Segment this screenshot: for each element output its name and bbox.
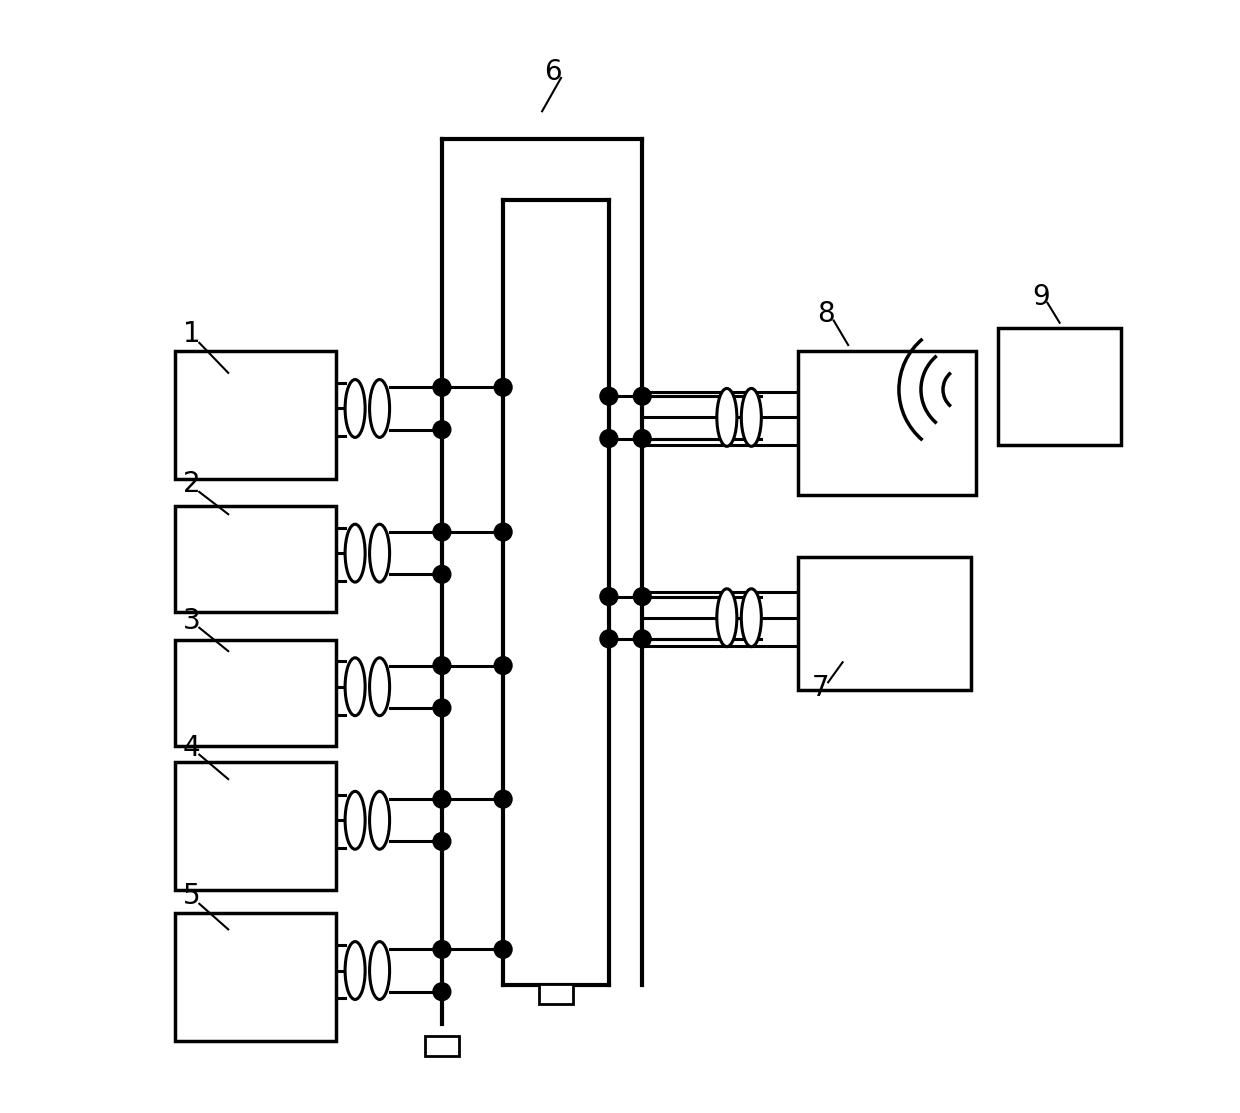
Circle shape: [433, 983, 451, 1001]
Bar: [175, 640, 336, 746]
Circle shape: [495, 378, 512, 396]
Circle shape: [495, 657, 512, 674]
Circle shape: [495, 790, 512, 808]
Ellipse shape: [370, 658, 389, 716]
Circle shape: [433, 699, 451, 717]
Text: 5: 5: [182, 881, 201, 910]
Circle shape: [600, 588, 618, 605]
Ellipse shape: [717, 388, 737, 446]
Circle shape: [433, 790, 451, 808]
Bar: [175, 351, 336, 479]
Text: 2: 2: [182, 470, 201, 499]
Text: 4: 4: [182, 733, 201, 762]
Ellipse shape: [742, 589, 761, 647]
Circle shape: [433, 940, 451, 958]
Text: 3: 3: [182, 607, 201, 636]
Bar: [539, 984, 573, 1004]
Ellipse shape: [717, 589, 737, 647]
Circle shape: [600, 430, 618, 447]
Circle shape: [495, 523, 512, 541]
Circle shape: [600, 387, 618, 405]
Ellipse shape: [345, 942, 365, 999]
Text: 9: 9: [1032, 283, 1049, 312]
Ellipse shape: [345, 658, 365, 716]
Ellipse shape: [370, 942, 389, 999]
Bar: [175, 913, 336, 1041]
Ellipse shape: [345, 380, 365, 437]
Bar: [799, 351, 976, 495]
Ellipse shape: [370, 791, 389, 849]
Circle shape: [433, 523, 451, 541]
Text: 7: 7: [811, 673, 830, 702]
Bar: [998, 328, 1121, 445]
Circle shape: [634, 630, 651, 648]
Circle shape: [600, 630, 618, 648]
Bar: [175, 762, 336, 890]
Circle shape: [433, 378, 451, 396]
Circle shape: [495, 940, 512, 958]
Circle shape: [433, 833, 451, 850]
Circle shape: [433, 421, 451, 439]
Circle shape: [634, 430, 651, 447]
Text: 8: 8: [817, 299, 835, 328]
Circle shape: [634, 387, 651, 405]
Text: 1: 1: [182, 319, 201, 348]
Bar: [425, 1036, 459, 1056]
Circle shape: [433, 657, 451, 674]
Circle shape: [634, 588, 651, 605]
Bar: [799, 556, 971, 690]
Bar: [175, 506, 336, 612]
Ellipse shape: [370, 524, 389, 582]
Text: 6: 6: [544, 58, 562, 87]
Ellipse shape: [345, 791, 365, 849]
Ellipse shape: [370, 380, 389, 437]
Ellipse shape: [345, 524, 365, 582]
Circle shape: [433, 565, 451, 583]
Ellipse shape: [742, 388, 761, 446]
